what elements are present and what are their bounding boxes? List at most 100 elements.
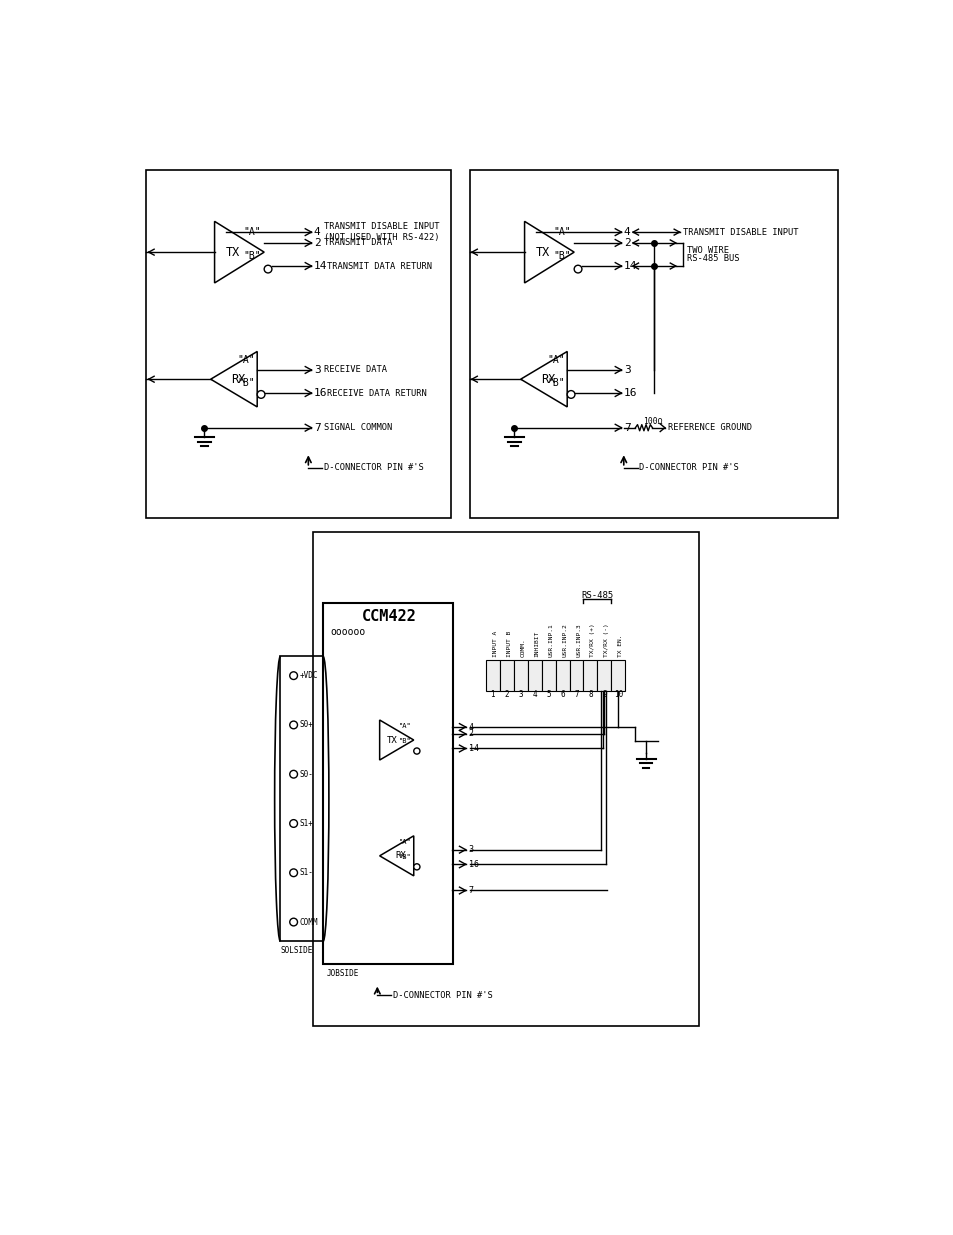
- Text: JOBSIDE: JOBSIDE: [327, 969, 359, 978]
- Circle shape: [264, 266, 272, 273]
- Text: RX: RX: [231, 373, 245, 385]
- Text: 1: 1: [490, 689, 495, 699]
- Text: INHIBIT: INHIBIT: [534, 631, 539, 657]
- Text: 3: 3: [623, 366, 630, 375]
- Text: "A": "A": [553, 227, 570, 237]
- Text: 7: 7: [314, 422, 320, 432]
- Text: 2: 2: [504, 689, 509, 699]
- Text: 8: 8: [587, 689, 592, 699]
- Text: COMM: COMM: [299, 918, 318, 926]
- Bar: [469, 169, 838, 517]
- Text: CCM422: CCM422: [361, 609, 416, 624]
- Text: 2: 2: [623, 238, 630, 248]
- Text: TWO WIRE: TWO WIRE: [686, 246, 728, 256]
- Text: TX: TX: [386, 736, 397, 745]
- Text: "B": "B": [398, 737, 412, 743]
- Text: INPUT B: INPUT B: [506, 631, 511, 657]
- Text: 4: 4: [314, 227, 320, 237]
- Text: 14: 14: [468, 743, 478, 753]
- Text: TX/RX (+): TX/RX (+): [590, 624, 595, 657]
- Text: 6: 6: [559, 689, 564, 699]
- Text: "A": "A": [398, 724, 412, 729]
- Text: "A": "A": [237, 354, 255, 366]
- Text: 9: 9: [601, 689, 606, 699]
- Text: TX: TX: [536, 246, 550, 258]
- Bar: [280, 656, 323, 941]
- Text: 4: 4: [532, 689, 537, 699]
- Text: TRANSMIT DISABLE INPUT: TRANSMIT DISABLE INPUT: [682, 227, 798, 237]
- Circle shape: [574, 266, 581, 273]
- Text: TRANSMIT DISABLE INPUT: TRANSMIT DISABLE INPUT: [323, 222, 439, 231]
- Text: TX: TX: [226, 246, 240, 258]
- Text: 100Ω: 100Ω: [642, 417, 662, 426]
- Circle shape: [290, 672, 297, 679]
- Bar: [583, 661, 597, 692]
- Text: INPUT A: INPUT A: [493, 631, 497, 657]
- Text: 7: 7: [468, 885, 474, 895]
- Bar: [541, 661, 555, 692]
- Circle shape: [414, 863, 419, 869]
- Text: 14: 14: [314, 261, 327, 270]
- Text: "B": "B": [553, 251, 570, 261]
- Text: 3: 3: [468, 845, 474, 855]
- Bar: [569, 661, 583, 692]
- Text: RS-485: RS-485: [580, 592, 613, 600]
- Text: 16: 16: [314, 388, 327, 398]
- Text: RX: RX: [540, 373, 555, 385]
- Text: D-CONNECTOR PIN #'S: D-CONNECTOR PIN #'S: [639, 463, 739, 472]
- Text: 7: 7: [574, 689, 578, 699]
- Text: S1-: S1-: [299, 868, 314, 877]
- Text: +VDC: +VDC: [299, 671, 318, 680]
- Circle shape: [290, 918, 297, 926]
- Text: D-CONNECTOR PIN #'S: D-CONNECTOR PIN #'S: [393, 990, 492, 999]
- Bar: [513, 661, 527, 692]
- Text: TRANSMIT DATA RETURN: TRANSMIT DATA RETURN: [327, 262, 432, 270]
- Text: USR.INP.1: USR.INP.1: [548, 624, 553, 657]
- Bar: [555, 661, 569, 692]
- Text: 10: 10: [613, 689, 622, 699]
- Text: "B": "B": [237, 378, 255, 388]
- Text: oooooo: oooooo: [331, 626, 366, 637]
- Text: 3: 3: [517, 689, 522, 699]
- Circle shape: [567, 390, 575, 399]
- Text: 14: 14: [623, 261, 637, 270]
- Text: "B": "B": [398, 853, 412, 860]
- Text: REFERENCE GROUND: REFERENCE GROUND: [667, 424, 751, 432]
- Text: 7: 7: [623, 422, 630, 432]
- Text: COMM.: COMM.: [520, 638, 525, 657]
- Text: "A": "A": [243, 227, 260, 237]
- Text: 4: 4: [468, 722, 474, 731]
- Circle shape: [290, 820, 297, 827]
- Circle shape: [290, 869, 297, 877]
- Text: "B": "B": [547, 378, 565, 388]
- Text: 3: 3: [314, 366, 320, 375]
- Bar: [485, 661, 499, 692]
- Text: "A": "A": [547, 354, 565, 366]
- Text: "A": "A": [398, 839, 412, 845]
- Bar: [527, 661, 541, 692]
- Bar: [323, 603, 452, 965]
- Text: D-CONNECTOR PIN #'S: D-CONNECTOR PIN #'S: [323, 463, 423, 472]
- Text: SIGNAL COMMON: SIGNAL COMMON: [323, 424, 392, 432]
- Circle shape: [257, 390, 265, 399]
- Text: (NOT USED WITH RS-422): (NOT USED WITH RS-422): [323, 233, 439, 242]
- Text: TX/RX (-): TX/RX (-): [604, 624, 609, 657]
- Text: 16: 16: [468, 860, 478, 868]
- Text: TX EN.: TX EN.: [618, 635, 622, 657]
- Text: 5: 5: [546, 689, 550, 699]
- Text: 16: 16: [623, 388, 637, 398]
- Text: SOLSIDE: SOLSIDE: [280, 946, 313, 955]
- Text: S0+: S0+: [299, 720, 314, 730]
- Circle shape: [414, 748, 419, 755]
- Text: 4: 4: [623, 227, 630, 237]
- Bar: [313, 531, 699, 1026]
- Circle shape: [290, 721, 297, 729]
- Bar: [146, 169, 451, 517]
- Text: "B": "B": [243, 251, 260, 261]
- Text: RX: RX: [395, 851, 406, 861]
- Text: USR.INP.3: USR.INP.3: [576, 624, 581, 657]
- Text: S1+: S1+: [299, 819, 314, 827]
- Text: TRANSMIT DATA: TRANSMIT DATA: [323, 238, 392, 247]
- Text: 2: 2: [468, 730, 474, 739]
- Circle shape: [290, 771, 297, 778]
